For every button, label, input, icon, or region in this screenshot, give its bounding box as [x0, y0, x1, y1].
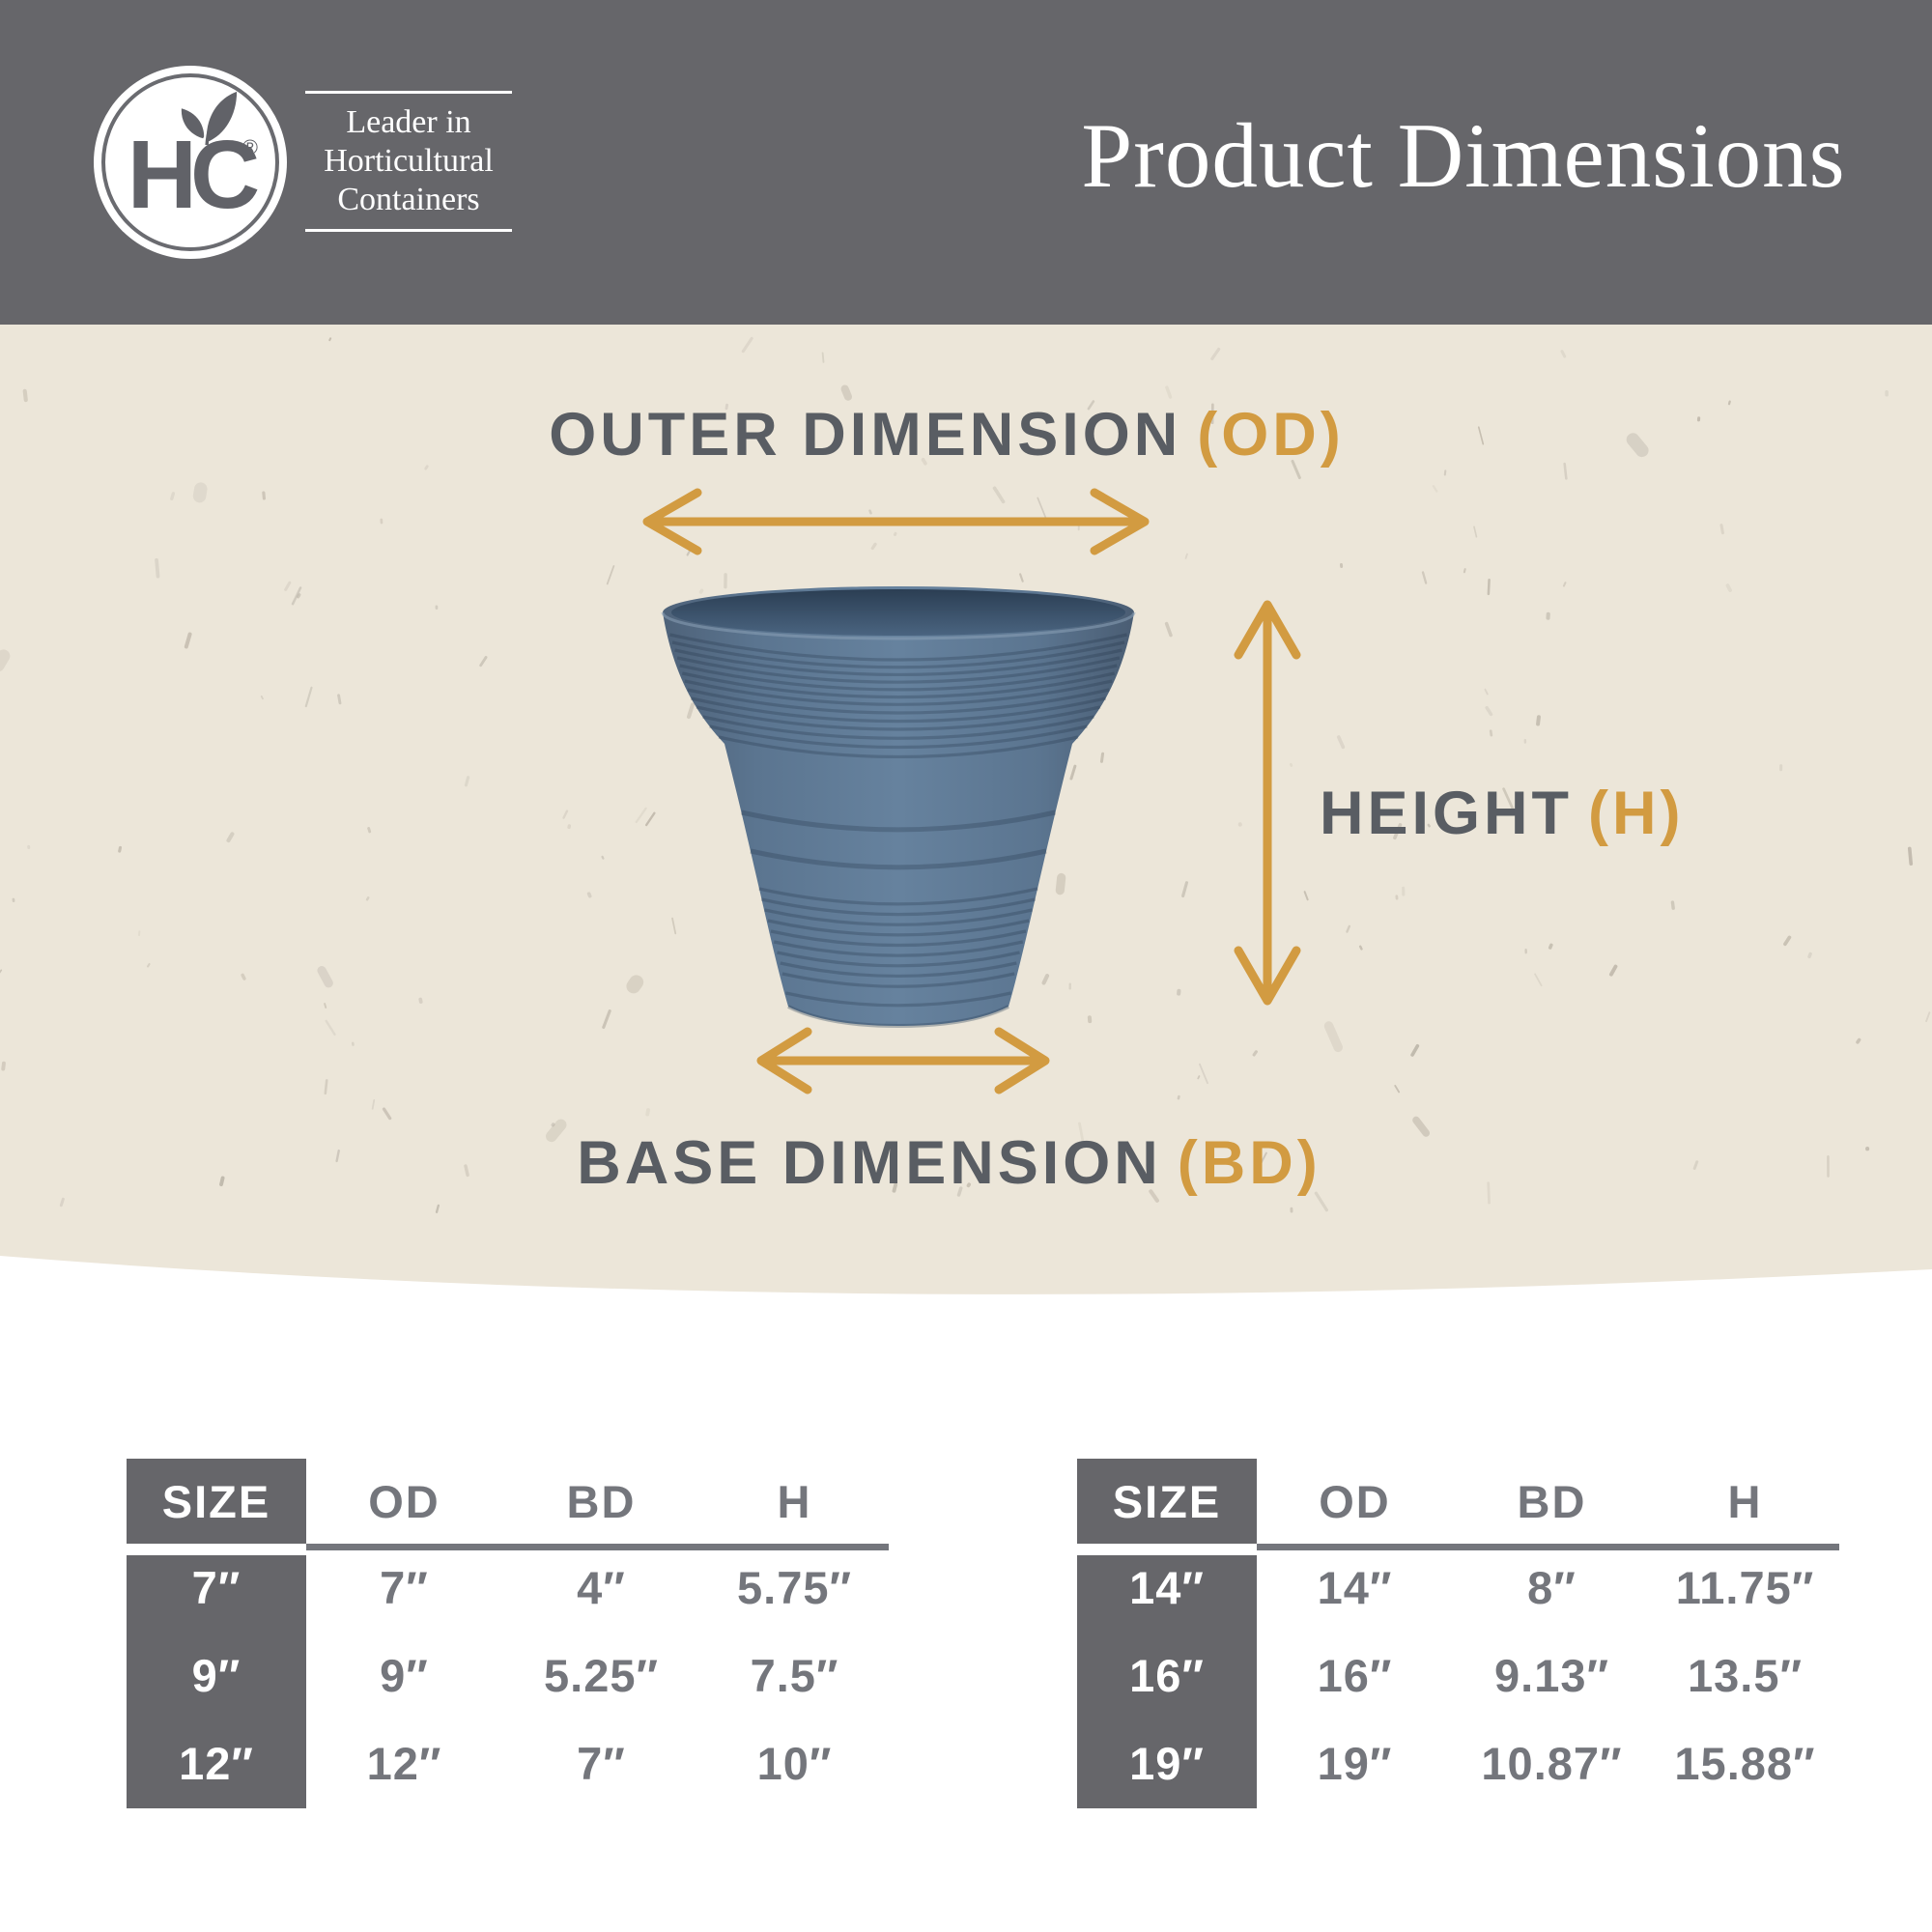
- table-cell: 16″: [1317, 1650, 1393, 1701]
- brand-tagline: Leader in Horticultural Containers: [305, 91, 512, 232]
- table-header-cell: OD: [1319, 1475, 1391, 1527]
- brand-monogram: HC: [127, 120, 260, 229]
- page-title: Product Dimensions: [1081, 104, 1846, 207]
- table-cell: 12″: [366, 1738, 442, 1789]
- table-cell: 11.75″: [1675, 1562, 1815, 1613]
- tagline-line: Containers: [337, 182, 480, 217]
- dimension-table: SIZE OD BD H 14″ 14″ 8″ 11.75″ 16″ 16″ 9.13″ 13.5″ 1…: [1077, 1459, 1839, 1818]
- leaf-icon: [181, 91, 238, 146]
- table-cell: 19″: [1129, 1738, 1205, 1789]
- height-arrow-icon: [1234, 600, 1301, 1006]
- table-cell: 5.75″: [737, 1562, 852, 1613]
- bd-abbr: (BD): [1177, 1129, 1321, 1197]
- table-cell: 10″: [756, 1738, 833, 1789]
- tagline-line: Leader in: [346, 104, 471, 140]
- table-row: 14″ 14″ 8″ 11.75″: [1077, 1544, 1839, 1632]
- table-cell: 7″: [191, 1562, 242, 1613]
- height-abbr: (H): [1588, 780, 1685, 847]
- table-cell: 9.13″: [1494, 1650, 1609, 1701]
- bd-label: BASE DIMENSION (BD): [483, 1128, 1415, 1198]
- table-rule: [1257, 1544, 1839, 1550]
- table-cell: 5.25″: [544, 1650, 659, 1701]
- table-cell: 15.88″: [1674, 1738, 1816, 1789]
- od-label-text: OUTER DIMENSION: [549, 401, 1182, 469]
- table-header-cell: SIZE: [1077, 1459, 1257, 1544]
- table-cell: 10.87″: [1481, 1738, 1623, 1789]
- table-header-cell: OD: [368, 1475, 440, 1527]
- height-label-text: HEIGHT: [1320, 780, 1574, 847]
- dimension-table: SIZE OD BD H 7″ 7″ 4″ 5.75″ 9″ 9″ 5.25″ 7.5″ 12″ 12″ 7…: [127, 1459, 889, 1818]
- table-rule: [306, 1544, 889, 1550]
- planter-pot-image: [661, 586, 1136, 1029]
- table-header-cell: SIZE: [127, 1459, 306, 1544]
- table-cell: 4″: [577, 1562, 626, 1613]
- table-cell: 7.5″: [750, 1650, 839, 1701]
- table-cell: 14″: [1129, 1562, 1205, 1613]
- table-cell: 12″: [179, 1738, 254, 1789]
- registered-mark: ®: [242, 135, 258, 159]
- table-cell: 9″: [191, 1650, 242, 1701]
- table-cell: 13.5″: [1688, 1650, 1803, 1701]
- table-row: 12″ 12″ 7″ 10″: [127, 1719, 889, 1807]
- height-label: HEIGHT (H): [1320, 779, 1803, 848]
- bd-label-text: BASE DIMENSION: [577, 1129, 1162, 1197]
- table-cell: 7″: [380, 1562, 429, 1613]
- tagline-line: Horticultural: [324, 143, 494, 179]
- brand-logo: HC ®: [94, 66, 287, 259]
- logo-ring: [101, 73, 279, 251]
- table-cell: 14″: [1317, 1562, 1393, 1613]
- table-header-cell: H: [1727, 1475, 1763, 1527]
- table-cell: 8″: [1527, 1562, 1577, 1613]
- table-header-cell: H: [777, 1475, 812, 1527]
- table-row: 7″ 7″ 4″ 5.75″: [127, 1544, 889, 1632]
- table-row: 19″ 19″ 10.87″ 15.88″: [1077, 1719, 1839, 1807]
- table-cell: 16″: [1129, 1650, 1205, 1701]
- table-row: 16″ 16″ 9.13″ 13.5″: [1077, 1632, 1839, 1719]
- table-cell: 7″: [577, 1738, 626, 1789]
- table-header-cell: BD: [566, 1475, 637, 1527]
- table-header-cell: BD: [1517, 1475, 1587, 1527]
- table-row: 9″ 9″ 5.25″ 7.5″: [127, 1632, 889, 1719]
- size-column-band: [127, 1555, 306, 1808]
- od-arrow-icon: [642, 488, 1150, 555]
- od-label: OUTER DIMENSION (OD): [483, 400, 1410, 469]
- table-cell: 19″: [1317, 1738, 1393, 1789]
- table-cell: 9″: [380, 1650, 429, 1701]
- page-header: HC ® Leader in Horticultural Containers …: [0, 0, 1932, 325]
- bd-arrow-icon: [756, 1027, 1050, 1094]
- size-column-band: [1077, 1555, 1257, 1808]
- beige-curve: [0, 1248, 1932, 1294]
- od-abbr: (OD): [1197, 401, 1345, 469]
